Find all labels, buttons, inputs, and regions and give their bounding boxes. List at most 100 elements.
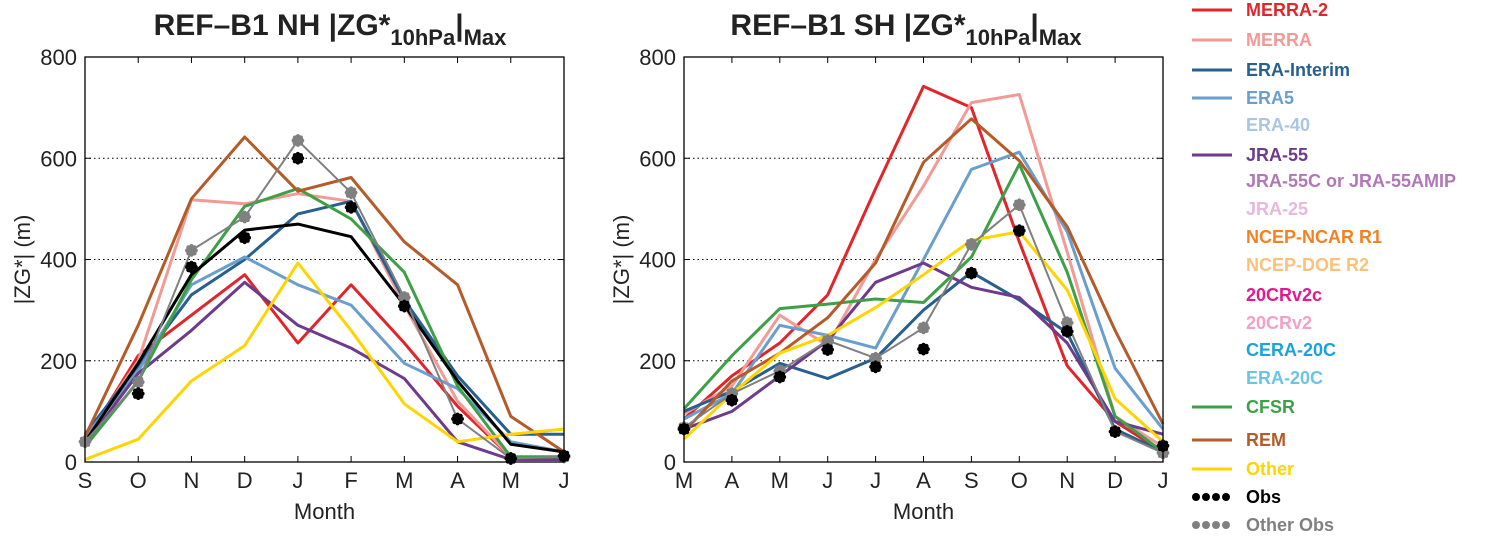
y-tick-label: 200 — [639, 349, 676, 374]
obs-marker-center — [920, 346, 927, 352]
x-axis-label: Month — [294, 499, 355, 524]
legend-item-merra-2: MERRA-2 — [1192, 0, 1328, 20]
series-line-rem — [682, 117, 1165, 433]
plot-frame — [84, 56, 565, 463]
series-line-era-interim — [83, 199, 564, 436]
legend-dot — [1212, 521, 1220, 529]
other-obs-marker-dot — [245, 211, 250, 217]
obs-marker-dot — [351, 202, 357, 207]
legend-item-jra-25: JRA-25 — [1246, 199, 1308, 219]
series-line-jra-55 — [83, 280, 564, 461]
legend-label: Obs — [1246, 487, 1281, 507]
other-obs-marker-dot — [924, 322, 929, 328]
obs-marker-dot — [828, 344, 833, 349]
legend-label: 20CRv2c — [1246, 285, 1322, 305]
x-tick-label: A — [916, 468, 931, 493]
legend-label: ERA5 — [1246, 88, 1294, 108]
obs-marker-dot — [780, 371, 785, 377]
x-axis-label: Month — [893, 499, 954, 524]
other-obs-marker-dot — [405, 292, 410, 297]
chart-title: REF–B1 NH |ZG*10hPa|Max — [154, 9, 508, 50]
obs-marker — [1060, 324, 1074, 338]
obs-marker-center — [188, 264, 195, 270]
obs-marker-center — [401, 303, 407, 309]
x-tick-label: M — [771, 468, 789, 493]
x-tick-label: A — [725, 468, 740, 493]
legend-item-ncep-doe-r2: NCEP-DOE R2 — [1246, 255, 1369, 275]
other-obs-marker — [131, 375, 145, 389]
legend-dot — [1222, 493, 1230, 501]
legend-dot — [1212, 493, 1220, 501]
other-obs-marker-dot — [298, 135, 304, 140]
other-obs-marker-center — [135, 379, 141, 385]
y-tick-label: 800 — [40, 45, 77, 70]
legend-dot — [1222, 521, 1230, 529]
x-tick-label: J — [1158, 468, 1169, 493]
legend-item-cera-20c: CERA-20C — [1246, 340, 1336, 360]
legend-item-jra-55c-or-jra-55amip: JRA-55C or JRA-55AMIP — [1246, 171, 1456, 191]
legend-item-era-40: ERA-40 — [1246, 115, 1310, 135]
other-obs-marker-center — [1064, 320, 1070, 326]
other-obs-marker-dot — [1067, 317, 1073, 323]
other-obs-marker — [238, 210, 252, 224]
legend-label: 20CRv2 — [1246, 313, 1312, 333]
obs-marker-dot — [732, 395, 738, 400]
obs-marker-dot — [458, 413, 463, 419]
legend-label: ERA-20C — [1246, 368, 1323, 388]
legend-dot — [1202, 521, 1210, 529]
other-obs-marker — [291, 134, 305, 147]
legend-label: Other Obs — [1246, 515, 1334, 535]
obs-marker-center — [825, 347, 831, 353]
y-tick-label: 600 — [40, 146, 77, 171]
y-tick-label: 200 — [40, 349, 77, 374]
obs-marker-center — [135, 391, 141, 397]
legend-item-ncep-ncar-r1: NCEP-NCAR R1 — [1246, 227, 1382, 247]
chart-title: REF–B1 SH |ZG*10hPa|Max — [730, 9, 1082, 50]
obs-marker — [725, 393, 739, 407]
x-tick-label: N — [1059, 468, 1075, 493]
obs-marker-dot — [1067, 326, 1073, 331]
obs-marker — [344, 200, 358, 214]
other-obs-marker — [344, 186, 358, 200]
legend-label: CERA-20C — [1246, 340, 1336, 360]
obs-marker — [821, 343, 835, 357]
legend-item-other: Other — [1192, 459, 1294, 479]
legend-label: CFSR — [1246, 397, 1295, 417]
series-line-merra-2 — [682, 84, 1164, 454]
obs-marker-center — [729, 397, 735, 403]
y-tick-label: 600 — [639, 146, 676, 171]
other-obs-marker — [1012, 198, 1026, 212]
obs-marker-dot — [192, 261, 197, 267]
obs-marker-dot — [564, 450, 570, 456]
other-obs-marker — [869, 351, 882, 365]
obs-marker — [557, 449, 571, 463]
x-tick-label: J — [559, 468, 570, 493]
x-tick-label: N — [183, 468, 199, 493]
series-line-era-interim — [683, 270, 1164, 454]
other-obs-marker — [78, 435, 92, 449]
sh-panel: REF–B1 SH |ZG*10hPa|Max 0 200 400 600 800 M A M J… — [609, 9, 1170, 524]
series-line-merra-2 — [83, 273, 564, 459]
legend-label: ERA-Interim — [1246, 60, 1350, 80]
obs-marker — [185, 260, 198, 274]
other-obs-marker-center — [1016, 202, 1022, 208]
series-line-other — [682, 230, 1165, 443]
legend-item-era-interim: ERA-Interim — [1192, 60, 1350, 80]
title-main: REF–B1 NH |ZG* — [154, 9, 391, 42]
x-tick-label: F — [344, 468, 357, 493]
obs-marker-dot — [972, 267, 977, 273]
legend-label: MERRA — [1246, 30, 1312, 50]
obs-marker-center — [508, 455, 514, 462]
other-obs-marker-center — [968, 241, 975, 247]
other-obs-marker-center — [348, 190, 354, 196]
series-line-era5 — [683, 150, 1165, 431]
obs-marker-dot — [1163, 440, 1169, 446]
legend-label: NCEP-DOE R2 — [1246, 255, 1369, 275]
title-main: REF–B1 SH |ZG* — [730, 9, 965, 42]
obs-marker — [965, 266, 978, 280]
legend-item-rem: REM — [1192, 430, 1286, 450]
obs-marker-center — [1112, 429, 1118, 435]
legend-item-obs: Obs — [1192, 487, 1281, 507]
obs-marker-dot — [1020, 225, 1025, 230]
